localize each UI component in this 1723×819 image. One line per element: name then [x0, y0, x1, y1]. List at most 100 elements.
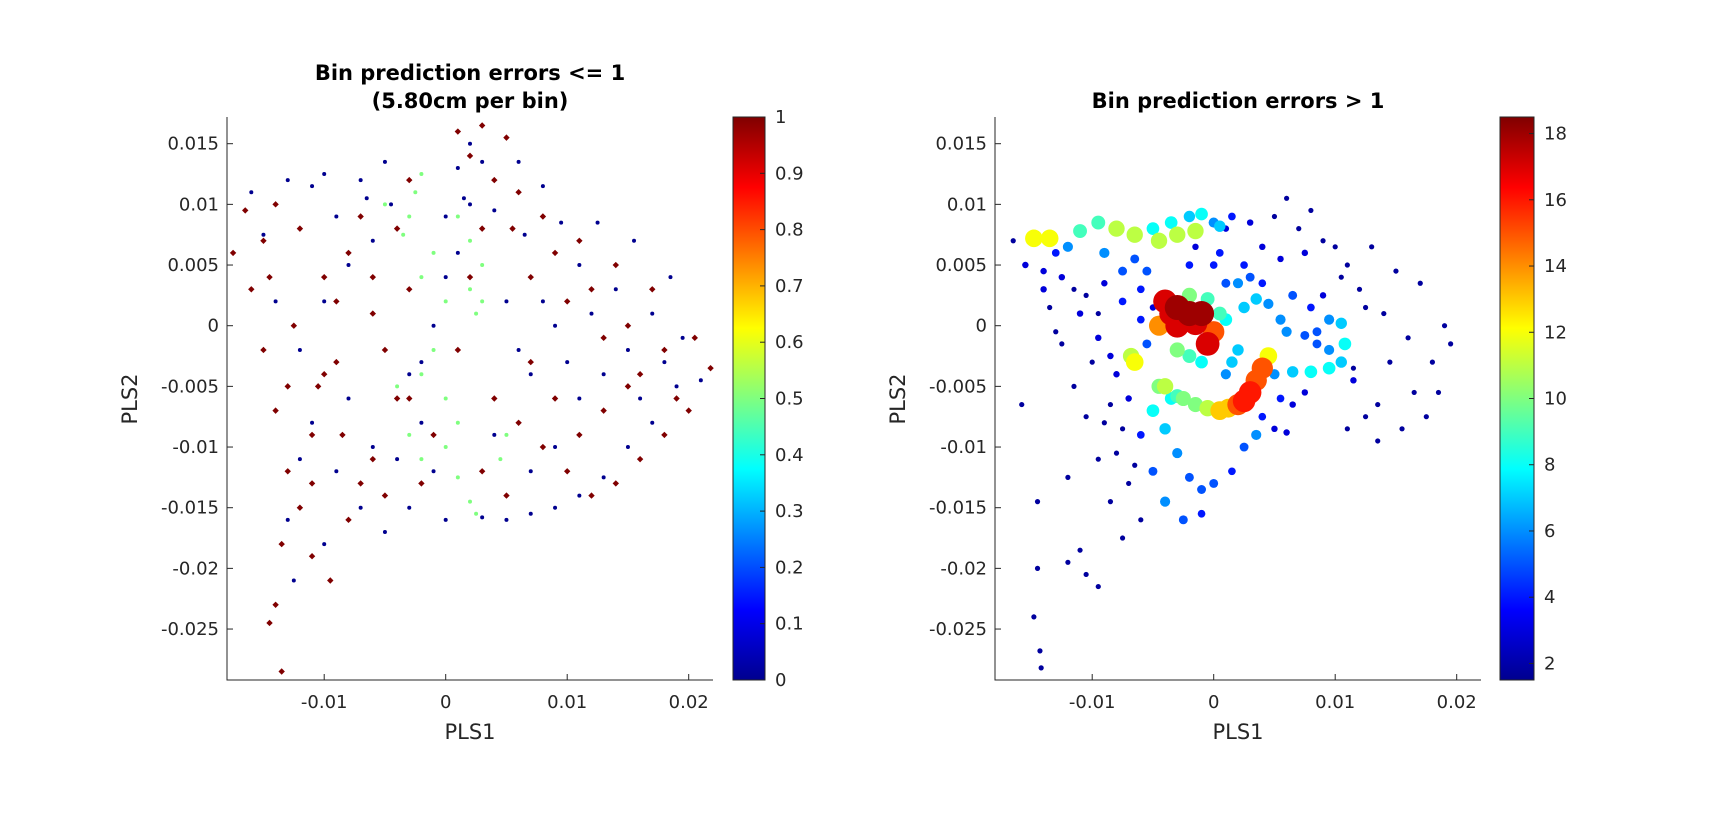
scatter-point	[1107, 401, 1114, 408]
scatter-point	[369, 455, 376, 463]
scatter-point	[333, 298, 340, 305]
colorbar-tick-label: 1	[775, 107, 786, 128]
scatter-point	[431, 347, 436, 352]
scatter-point	[291, 578, 296, 583]
scatter-point	[1146, 404, 1160, 417]
scatter-point	[1126, 226, 1143, 243]
right-y-axis-label: PLS2	[886, 373, 910, 424]
scatter-point	[321, 273, 328, 281]
colorbar-tick-label: 0.4	[775, 445, 804, 466]
scatter-point	[1362, 414, 1369, 420]
scatter-point	[1277, 255, 1284, 263]
scatter-point	[1038, 665, 1044, 671]
right-scatter-points	[1010, 195, 1454, 671]
scatter-point	[272, 601, 279, 608]
scatter-point	[1108, 220, 1125, 237]
scatter-point	[638, 396, 643, 401]
scatter-point	[1332, 244, 1338, 250]
scatter-point	[1053, 329, 1059, 335]
x-tick-label: 0.02	[669, 692, 709, 713]
scatter-point	[1192, 243, 1199, 251]
scatter-point	[707, 364, 714, 372]
colorbar-tick-label: 18	[1544, 124, 1567, 145]
scatter-point	[1159, 423, 1171, 435]
colorbar-tick-label: 10	[1544, 389, 1567, 410]
scatter-point	[1448, 341, 1454, 347]
left-y-axis-label: PLS2	[118, 373, 142, 424]
scatter-point	[613, 287, 618, 292]
scatter-point	[632, 238, 637, 243]
scatter-point	[1071, 383, 1077, 389]
scatter-point	[1022, 261, 1029, 269]
scatter-point	[1040, 229, 1059, 248]
scatter-point	[1125, 353, 1144, 371]
scatter-point	[322, 542, 327, 547]
scatter-point	[588, 286, 595, 293]
scatter-point	[516, 159, 521, 164]
scatter-point	[1189, 301, 1215, 327]
scatter-point	[1335, 356, 1347, 368]
scatter-point	[382, 529, 387, 534]
scatter-point	[443, 299, 448, 304]
scatter-point	[1258, 279, 1267, 288]
colorbar-tick-label: 14	[1544, 256, 1567, 277]
scatter-point	[691, 334, 698, 342]
scatter-point	[1246, 219, 1254, 226]
scatter-point	[333, 358, 340, 366]
scatter-point	[418, 480, 425, 487]
scatter-point	[339, 431, 346, 439]
scatter-point	[636, 455, 644, 463]
colorbar-tick-label: 4	[1544, 587, 1555, 608]
scatter-point	[284, 468, 291, 475]
scatter-point	[553, 505, 558, 510]
scatter-point	[650, 311, 655, 316]
scatter-point	[314, 383, 322, 390]
scatter-point	[564, 298, 571, 305]
scatter-point	[454, 128, 462, 135]
scatter-point	[443, 445, 448, 450]
scatter-point	[419, 275, 424, 280]
scatter-point	[539, 213, 547, 220]
scatter-point	[553, 323, 558, 328]
scatter-point	[577, 396, 582, 401]
scatter-point	[273, 299, 278, 304]
scatter-point	[455, 165, 460, 170]
scatter-point	[1187, 222, 1204, 240]
scatter-point	[1178, 515, 1188, 525]
scatter-point	[636, 371, 644, 378]
scatter-point	[498, 457, 503, 462]
scatter-point	[1051, 249, 1060, 257]
scatter-point	[673, 395, 680, 402]
scatter-point	[1271, 425, 1278, 433]
colorbar-tick-label: 0.5	[775, 389, 804, 410]
scatter-point	[1375, 438, 1381, 444]
left-chart-title: Bin prediction errors <= 1	[315, 61, 625, 85]
scatter-point	[1107, 352, 1114, 360]
scatter-point	[1344, 262, 1350, 268]
scatter-point	[1132, 462, 1138, 468]
scatter-point	[1214, 220, 1226, 232]
scatter-point	[480, 159, 485, 164]
scatter-point	[1071, 286, 1077, 292]
scatter-point	[1300, 330, 1310, 340]
scatter-point	[1197, 485, 1207, 494]
scatter-point	[1304, 365, 1318, 379]
scatter-point	[1411, 389, 1417, 396]
left-scatter-panel: Bin prediction errors <= 1 (5.80cm per b…	[118, 61, 804, 744]
scatter-point	[261, 232, 266, 237]
left-scatter-points	[229, 122, 714, 675]
scatter-point	[1375, 401, 1381, 408]
scatter-point	[601, 475, 606, 480]
scatter-point	[551, 395, 559, 402]
scatter-point	[1119, 535, 1126, 541]
scatter-point	[1320, 238, 1326, 244]
scatter-point	[345, 249, 352, 257]
scatter-point	[1362, 304, 1369, 311]
scatter-point	[504, 299, 509, 304]
scatter-point	[1245, 272, 1255, 282]
scatter-point	[515, 189, 522, 196]
scatter-point	[1099, 247, 1110, 258]
scatter-point	[1083, 571, 1089, 578]
left-axes-frame	[226, 117, 713, 681]
scatter-point	[1113, 450, 1120, 456]
